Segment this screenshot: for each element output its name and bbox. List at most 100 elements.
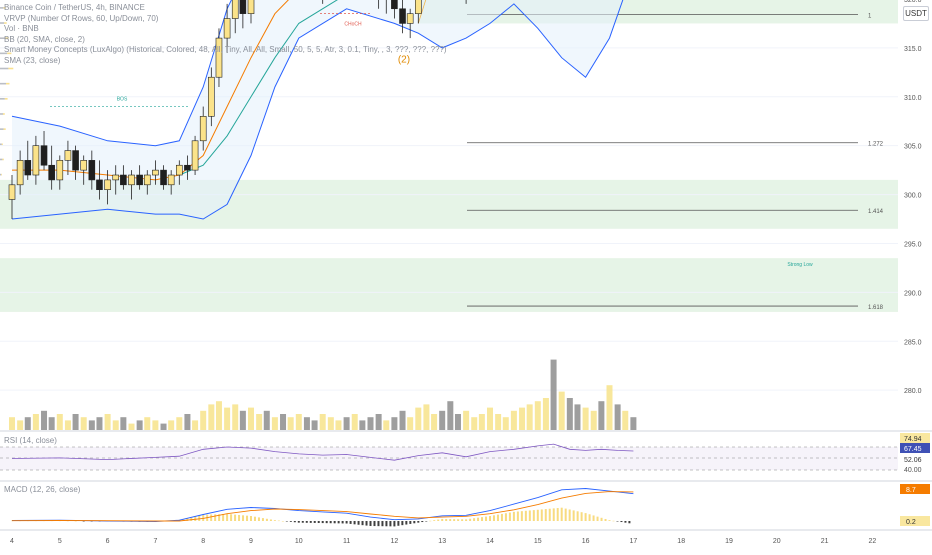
- macd-histogram-bar: [325, 521, 328, 524]
- volume-bar: [311, 420, 318, 430]
- macd-histogram-bar: [628, 521, 631, 524]
- time-tick-label: 20: [773, 538, 781, 545]
- volume-bar: [630, 417, 637, 430]
- price-tick-label: 320.0: [904, 0, 922, 4]
- macd-histogram-bar: [385, 521, 388, 527]
- time-tick-label: 12: [391, 538, 399, 545]
- rsi-badge-2: [900, 454, 930, 464]
- time-tick-label: 5: [58, 538, 62, 545]
- macd-histogram-bar: [576, 511, 579, 521]
- macd-histogram-bar: [461, 519, 464, 521]
- macd-histogram-bar: [226, 513, 229, 521]
- macd-histogram-bar: [580, 512, 583, 521]
- vrvp-bar-up: [7, 52, 12, 55]
- macd-histogram-bar: [353, 521, 356, 525]
- bb-middle: [12, 0, 289, 181]
- macd-histogram-bar: [425, 521, 428, 522]
- macd-histogram-bar: [389, 521, 392, 527]
- macd-histogram-bar: [242, 515, 245, 521]
- rsi-badge-0: [900, 433, 930, 443]
- volume-bar: [192, 420, 199, 430]
- volume-bar: [335, 420, 342, 430]
- macd-histogram-bar: [218, 514, 221, 521]
- time-tick-label: 11: [343, 538, 350, 545]
- candle-down: [48, 164, 55, 181]
- macd-histogram-bar: [489, 516, 491, 521]
- rsi-value-0: 74.94: [904, 436, 922, 443]
- volume-bar: [399, 410, 406, 430]
- price-tick-label: 285.0: [904, 339, 922, 346]
- volume-bar: [248, 407, 254, 430]
- volume-bar: [144, 417, 151, 430]
- macd-histogram-bar: [624, 521, 627, 523]
- volume-bar: [9, 417, 15, 430]
- price-tick-label: 290.0: [904, 290, 922, 297]
- macd-histogram-bar: [234, 514, 237, 521]
- macd-histogram-bar: [572, 510, 575, 521]
- volume-bar: [56, 414, 63, 430]
- macd-histogram-bar: [469, 518, 472, 521]
- macd-histogram-bar: [90, 521, 93, 522]
- vrvp-bar: [0, 128, 4, 130]
- volume-bar: [112, 420, 119, 430]
- bb-lower: [11, 0, 624, 220]
- candle-up: [56, 160, 64, 181]
- candle-up: [406, 13, 414, 24]
- fib-label-1: 1: [868, 14, 872, 20]
- vrvp-bar-up: [6, 82, 10, 85]
- volume-bar: [495, 414, 502, 430]
- legend-volume[interactable]: Vol · BNB: [4, 24, 39, 34]
- macd-histogram-bar: [504, 513, 507, 521]
- vrvp-bar-up: [5, 37, 9, 39]
- candle-down: [120, 174, 127, 186]
- time-tick-label: 6: [106, 538, 110, 545]
- legend-sma[interactable]: SMA (23, close): [4, 55, 61, 65]
- volume-bar: [463, 410, 470, 430]
- macd-histogram-bar: [321, 521, 324, 524]
- sma-line: [179, 0, 338, 176]
- legend-smc[interactable]: Smart Money Concepts (LuxAlgo) (Historic…: [4, 45, 447, 55]
- volume-bar: [280, 414, 287, 430]
- candles: [8, 0, 467, 220]
- volume-bar: [407, 417, 414, 430]
- fib-label-1.414: 1.414: [868, 209, 884, 215]
- legend-symbol[interactable]: Binance Coin / TetherUS, 4h, BINANCE: [4, 3, 145, 12]
- volume-bar: [375, 414, 382, 430]
- volume-bar: [351, 414, 358, 430]
- legend-bb[interactable]: BB (20, SMA, close, 2): [4, 34, 85, 44]
- macd-histogram-bar: [273, 520, 276, 521]
- price-tick-label: 295.0: [904, 241, 922, 248]
- volume-bar: [120, 417, 127, 430]
- macd-histogram-bar: [369, 521, 372, 526]
- vrvp-bar: [0, 113, 3, 115]
- legend-vrvp[interactable]: VRVP (Number Of Rows, 60, Up/Down, 70): [4, 13, 159, 23]
- candle-down: [391, 0, 398, 10]
- volume-bar: [96, 417, 103, 430]
- volume-bar: [582, 407, 589, 430]
- macd-histogram-bar: [182, 518, 185, 521]
- macd-histogram-bar: [481, 517, 484, 521]
- time-axis[interactable]: 4 5 6 7 8 9 10 11 12 13 14 15 16 17 18 19 20 21 22: [0, 529, 932, 545]
- currency-button[interactable]: USDT: [903, 6, 929, 21]
- time-tick-label: 16: [582, 538, 590, 545]
- volume-bar: [303, 417, 310, 430]
- vrvp-bar: [0, 22, 5, 24]
- macd-histogram-bar: [230, 514, 233, 521]
- vrvp-bar: [0, 7, 4, 9]
- macd-histogram-bar: [277, 520, 280, 522]
- volume-bar: [447, 401, 454, 430]
- macd-histogram-bar: [592, 515, 595, 521]
- macd-histogram-bar: [409, 521, 412, 524]
- vrvp-bar-up: [3, 7, 6, 9]
- macd-histogram-bar: [548, 508, 551, 521]
- vrvp-bar-up: [1, 143, 3, 146]
- macd-histogram-bar: [568, 509, 571, 521]
- volume-bar: [72, 414, 79, 430]
- volume-bar: [17, 420, 24, 430]
- candle-up: [8, 184, 16, 200]
- volume-bar: [590, 410, 597, 430]
- volume-bar: [271, 417, 278, 430]
- volume-bar: [614, 404, 621, 430]
